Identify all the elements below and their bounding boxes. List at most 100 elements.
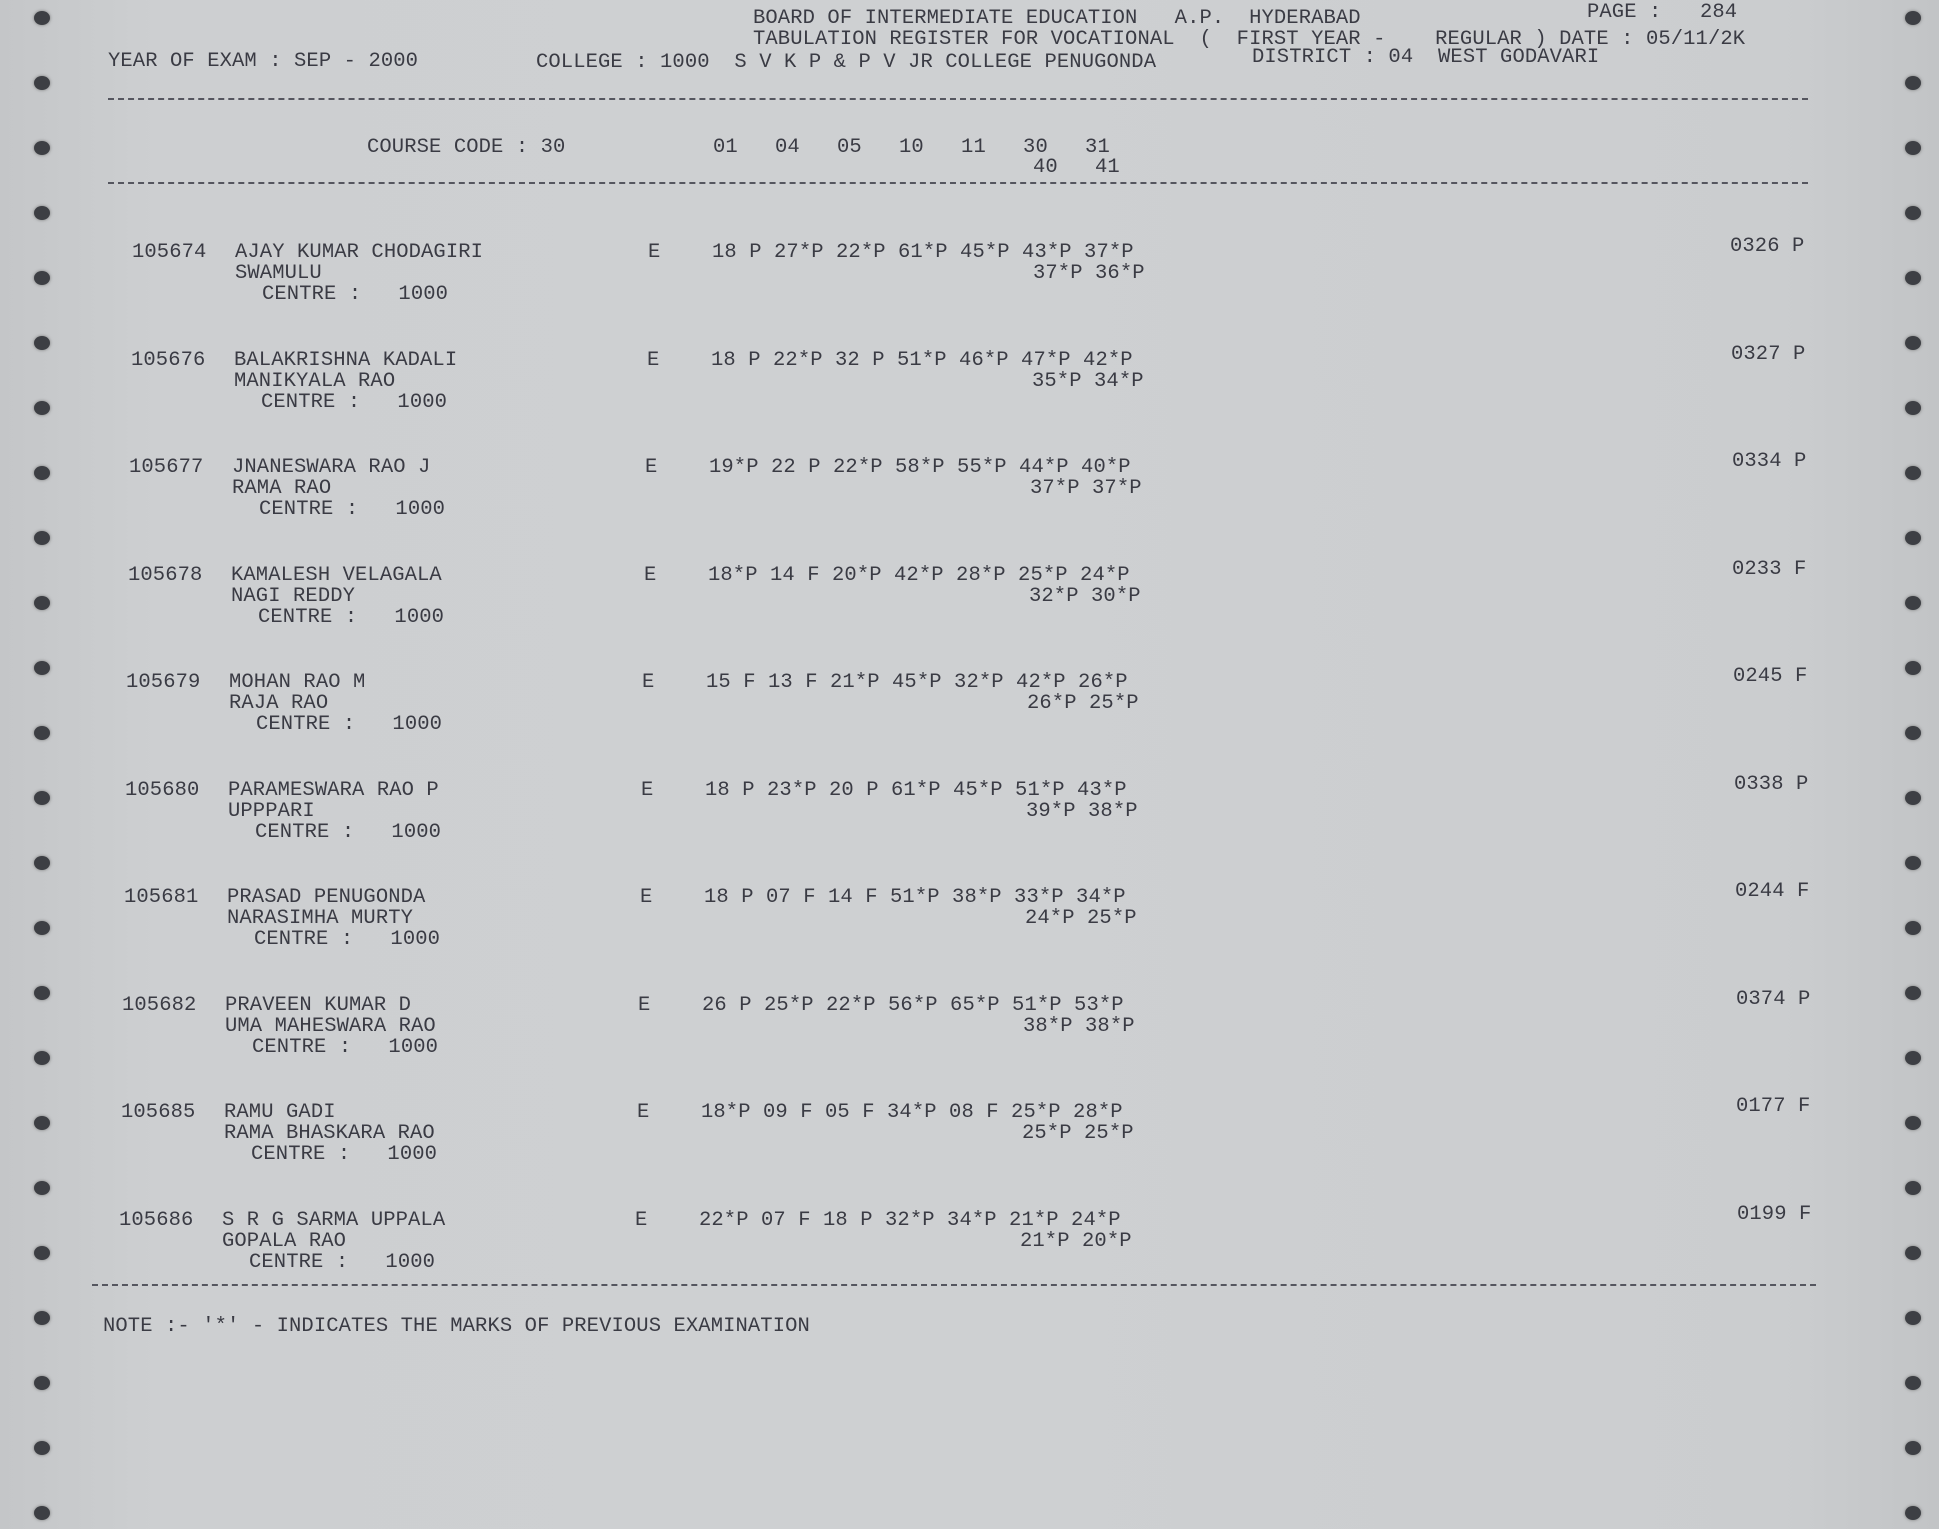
marks-line2: 37*P 36*P	[1033, 262, 1145, 285]
total-result: 0326 P	[1730, 235, 1805, 258]
roll-number: 105682	[122, 993, 197, 1017]
feed-hole	[1905, 1051, 1921, 1065]
board-title: BOARD OF INTERMEDIATE EDUCATION A.P. HYD…	[753, 7, 1361, 30]
feed-hole	[1905, 206, 1921, 220]
feed-hole	[1905, 271, 1921, 285]
total-result: 0245 F	[1733, 665, 1808, 688]
marks-line2: 39*P 38*P	[1026, 799, 1138, 823]
exam-code: E	[635, 1208, 648, 1232]
centre: CENTRE : 1000	[261, 390, 448, 414]
register-title: TABULATION REGISTER FOR VOCATIONAL ( FIR…	[753, 28, 1746, 51]
student-record: 105676 BALAKRISHNA KADALI MANIKYALA RAO CEN…	[0, 343, 1939, 450]
marks-line2: 21*P 20*P	[1020, 1229, 1132, 1253]
feed-hole	[34, 76, 50, 90]
feed-hole	[1905, 401, 1921, 415]
feed-hole	[1905, 1311, 1921, 1325]
exam-code: E	[640, 886, 653, 909]
total-result: 0199 F	[1737, 1202, 1812, 1226]
marks-line2: 35*P 34*P	[1032, 369, 1144, 393]
feed-hole	[1905, 1376, 1921, 1390]
total-result: 0244 F	[1735, 880, 1810, 903]
student-name: PRAVEEN KUMAR D	[225, 993, 412, 1017]
marks-line2: 38*P 38*P	[1023, 1014, 1135, 1038]
total-result: 0177 F	[1736, 1095, 1811, 1118]
roll-number: 105681	[124, 886, 199, 909]
exam-code: E	[641, 778, 654, 802]
marks-line1: 18 P 23*P 20 P 61*P 45*P 51*P 43*P	[705, 778, 1127, 802]
feed-hole	[34, 791, 50, 805]
centre: CENTRE : 1000	[256, 713, 443, 736]
parent-name: UMA MAHESWARA RAO	[225, 1014, 436, 1038]
subject-codes-line2: 40 41	[1033, 156, 1120, 179]
divider	[108, 98, 1808, 100]
parent-name: SWAMULU	[235, 262, 322, 285]
student-record: 105677 JNANESWARA RAO J RAMA RAO CENTRE : 1…	[0, 451, 1939, 557]
total-result: 0233 F	[1732, 557, 1807, 581]
centre: CENTRE : 1000	[254, 928, 441, 951]
subject-codes-line1: 01 04 05 10 11 30 31	[713, 136, 1110, 159]
roll-number: 105686	[119, 1208, 194, 1232]
roll-number: 105680	[125, 778, 200, 802]
feed-hole	[34, 856, 50, 870]
total-result: 0374 P	[1736, 987, 1811, 1011]
feed-hole	[34, 661, 50, 675]
footnote: NOTE :- '*' - INDICATES THE MARKS OF PRE…	[103, 1315, 810, 1338]
marks-line2: 26*P 25*P	[1027, 692, 1139, 715]
district: DISTRICT : 04 WEST GODAVARI	[1252, 46, 1600, 69]
feed-hole	[1905, 141, 1921, 155]
exam-code: E	[642, 671, 655, 694]
student-record: 105681 PRASAD PENUGONDA NARASIMHA MURTY CEN…	[0, 881, 1939, 987]
feed-hole	[1905, 596, 1921, 610]
student-name: PRASAD PENUGONDA	[227, 886, 426, 909]
college: COLLEGE : 1000 S V K P & P V JR COLLEGE …	[536, 51, 1157, 74]
feed-hole	[1905, 11, 1921, 25]
roll-number: 105676	[131, 348, 206, 372]
marks-line1: 18 P 27*P 22*P 61*P 45*P 43*P 37*P	[712, 241, 1134, 264]
feed-hole	[34, 531, 50, 545]
feed-hole	[1905, 726, 1921, 740]
feed-hole	[1905, 986, 1921, 1000]
feed-hole	[34, 141, 50, 155]
marks-line1: 19*P 22 P 22*P 58*P 55*P 44*P 40*P	[709, 456, 1131, 479]
student-record: 105686 S R G SARMA UPPALA GOPALA RAO CENTRE…	[0, 1203, 1939, 1310]
marks-line2: 32*P 30*P	[1029, 584, 1141, 608]
divider	[108, 182, 1808, 184]
roll-number: 105677	[129, 456, 204, 479]
feed-hole	[34, 596, 50, 610]
roll-number: 105674	[132, 241, 207, 264]
marks-line2: 37*P 37*P	[1030, 477, 1142, 500]
feed-hole	[34, 1441, 50, 1455]
page-number: 284	[1700, 1, 1738, 24]
feed-hole	[34, 1116, 50, 1130]
feed-hole	[1905, 856, 1921, 870]
marks-line1: 18 P 22*P 32 P 51*P 46*P 47*P 42*P	[711, 348, 1133, 372]
feed-hole	[1905, 1246, 1921, 1260]
centre: CENTRE : 1000	[249, 1250, 436, 1274]
exam-code: E	[648, 241, 661, 264]
total-result: 0334 P	[1732, 450, 1807, 473]
feed-hole	[1905, 1116, 1921, 1130]
centre: CENTRE : 1000	[251, 1143, 438, 1166]
parent-name: UPPPARI	[228, 799, 315, 823]
total-result: 0327 P	[1731, 342, 1806, 366]
centre: CENTRE : 1000	[258, 605, 445, 629]
feed-hole	[34, 1181, 50, 1195]
total-result: 0338 P	[1734, 772, 1809, 796]
parent-name: NAGI REDDY	[231, 584, 356, 608]
student-name: BALAKRISHNA KADALI	[234, 348, 458, 372]
centre: CENTRE : 1000	[259, 498, 446, 521]
page-label: PAGE :	[1587, 1, 1662, 24]
student-record: 105674 AJAY KUMAR CHODAGIRI SWAMULU CENTRE …	[0, 236, 1939, 342]
student-name: S R G SARMA UPPALA	[222, 1208, 446, 1232]
parent-name: RAMA RAO	[232, 477, 332, 500]
roll-number: 105685	[121, 1101, 196, 1124]
student-name: PARAMESWARA RAO P	[228, 778, 439, 802]
exam-code: E	[647, 348, 660, 372]
marks-line1: 18 P 07 F 14 F 51*P 38*P 33*P 34*P	[704, 886, 1126, 909]
student-record: 105682 PRAVEEN KUMAR D UMA MAHESWARA RAO CE…	[0, 988, 1939, 1095]
feed-hole	[34, 401, 50, 415]
feed-hole	[1905, 661, 1921, 675]
parent-name: RAJA RAO	[229, 692, 329, 715]
marks-line2: 25*P 25*P	[1022, 1122, 1134, 1145]
marks-line1: 15 F 13 F 21*P 45*P 32*P 42*P 26*P	[706, 671, 1128, 694]
